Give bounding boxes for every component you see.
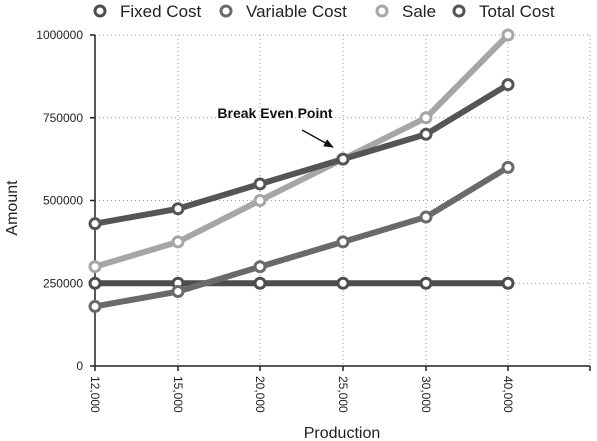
series-layer [88,28,515,313]
data-point-total-cost [171,202,185,216]
data-point-fixed-cost [253,276,267,290]
x-axis-title: Production [304,425,381,441]
data-point-variable-cost [253,260,267,274]
legend-label: Total Cost [479,2,555,21]
x-tick-label: 15,000 [171,376,185,413]
data-point-sale [501,28,515,42]
data-point-variable-cost [419,210,433,224]
legend-marker [375,4,389,18]
x-tick-label: 30,000 [419,376,433,413]
data-point-fixed-cost [336,276,350,290]
legend-label: Variable Cost [246,2,347,21]
x-tick-label: 25,000 [336,376,350,413]
series-line-total-cost [92,81,511,227]
series-fixed-cost [88,276,515,290]
legend-marker [93,4,107,18]
data-point-variable-cost [336,235,350,249]
legend-item-fixed-cost: Fixed Cost [93,2,202,21]
x-tick-label: 20,000 [253,376,267,413]
data-point-sale [88,260,102,274]
data-point-sale [253,194,267,207]
axis-labels: 0 250000 500000 750000 1000000 12,000 15,000 20… [4,28,515,441]
data-point-total-cost [88,217,102,231]
data-point-fixed-cost [88,276,102,290]
data-point-total-cost [336,152,350,166]
data-point-total-cost [253,177,267,191]
legend-item-sale: Sale [375,2,436,21]
legend-item-variable-cost: Variable Cost [219,2,347,21]
series-sale [88,28,515,274]
legend-item-total-cost: Total Cost [452,2,555,21]
legend-marker [219,4,233,18]
y-tick-label: 750000 [43,111,83,125]
series-line-sale [92,32,511,270]
data-point-fixed-cost [501,276,515,290]
break-even-label: Break Even Point [217,105,332,121]
series-total-cost [88,78,515,231]
x-tick-label: 12,000 [88,376,102,413]
data-point-sale [171,235,185,249]
data-point-fixed-cost [419,276,433,290]
break-even-arrow [301,129,334,148]
gridlines [95,34,591,366]
series-line-variable-cost [92,164,511,310]
y-tick-label: 500000 [43,194,83,208]
data-point-variable-cost [88,299,102,313]
legend-label: Fixed Cost [120,2,202,21]
y-tick-label: 0 [76,359,83,373]
data-point-variable-cost [501,160,515,174]
data-point-variable-cost [171,285,185,299]
annotation-group: Break Even Point [217,105,334,148]
legend-marker [452,4,466,18]
data-point-total-cost [419,127,433,141]
y-tick-label: 1000000 [36,28,83,42]
data-point-sale [419,111,433,125]
data-point-total-cost [501,78,515,92]
series-variable-cost [88,160,515,313]
legend: Fixed Cost Variable Cost Sale Total Cost [93,2,555,21]
y-axis-title: Amount [4,180,21,236]
x-tick-label: 40,000 [501,376,515,413]
axes [90,34,591,371]
legend-label: Sale [402,2,436,21]
y-tick-label: 250000 [43,276,83,290]
